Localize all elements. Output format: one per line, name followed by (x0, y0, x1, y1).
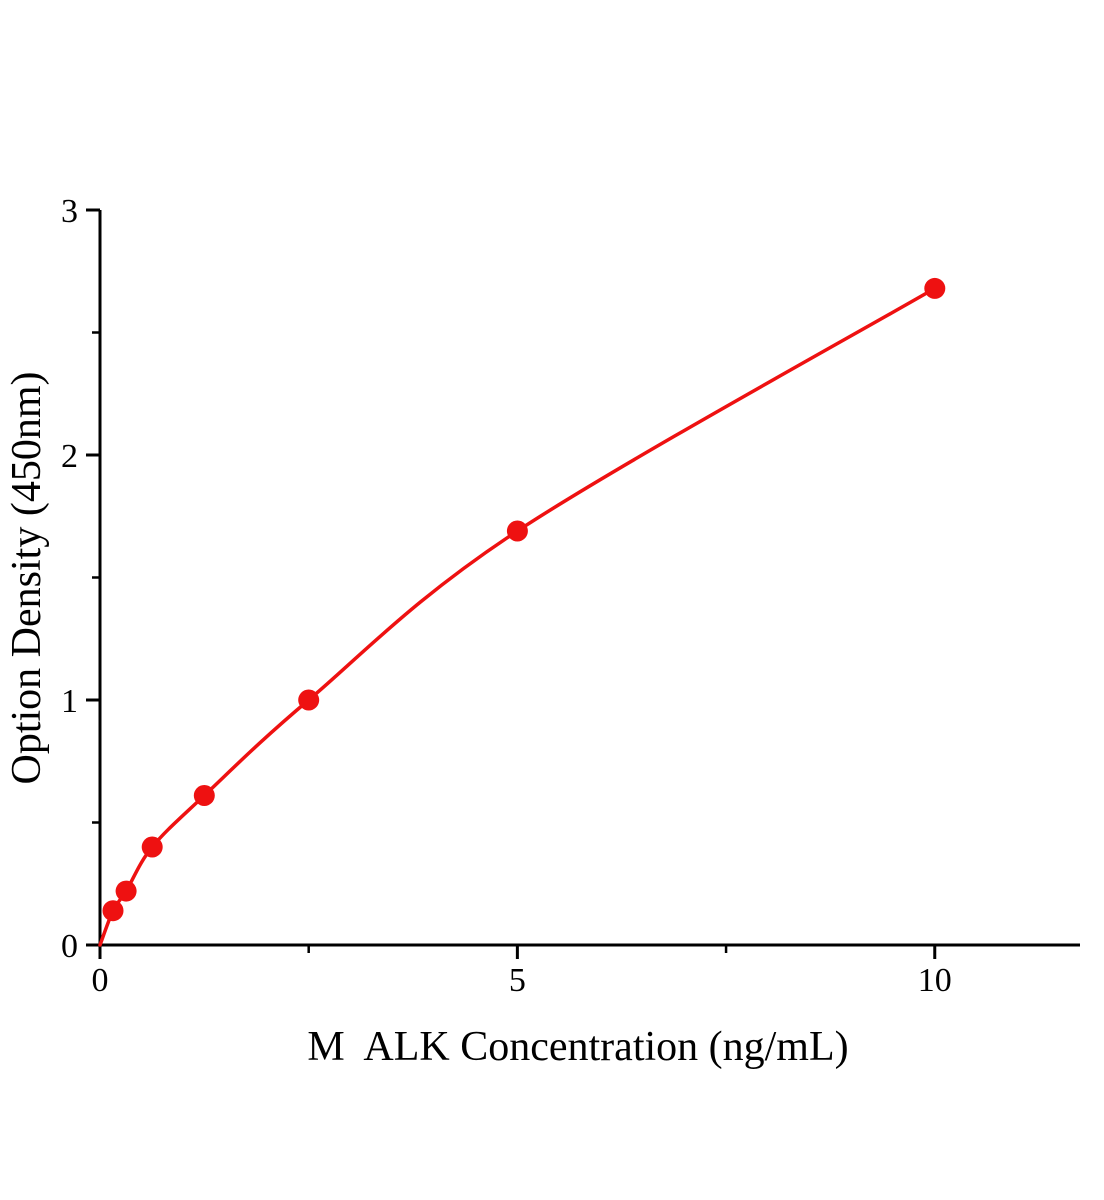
y-axis-title: Option Density (450nm) (4, 372, 50, 785)
data-point-marker (141, 836, 163, 858)
x-axis-title: M ALK Concentration (ng/mL) (307, 1024, 848, 1070)
data-point-marker (506, 520, 528, 542)
y-tick-label: 3 (61, 193, 78, 230)
y-tick-label: 0 (61, 928, 78, 965)
data-point-marker (115, 880, 137, 902)
x-tick-label: 10 (918, 962, 952, 999)
data-point-marker (102, 900, 124, 922)
data-point-marker (298, 689, 320, 711)
data-point-marker (924, 277, 946, 299)
y-tick-label: 2 (61, 438, 78, 475)
x-tick-label: 5 (509, 962, 526, 999)
x-tick-label: 0 (92, 962, 109, 999)
standard-curve-line (98, 286, 937, 947)
data-point-marker (193, 785, 215, 806)
y-tick-label: 1 (61, 683, 78, 720)
